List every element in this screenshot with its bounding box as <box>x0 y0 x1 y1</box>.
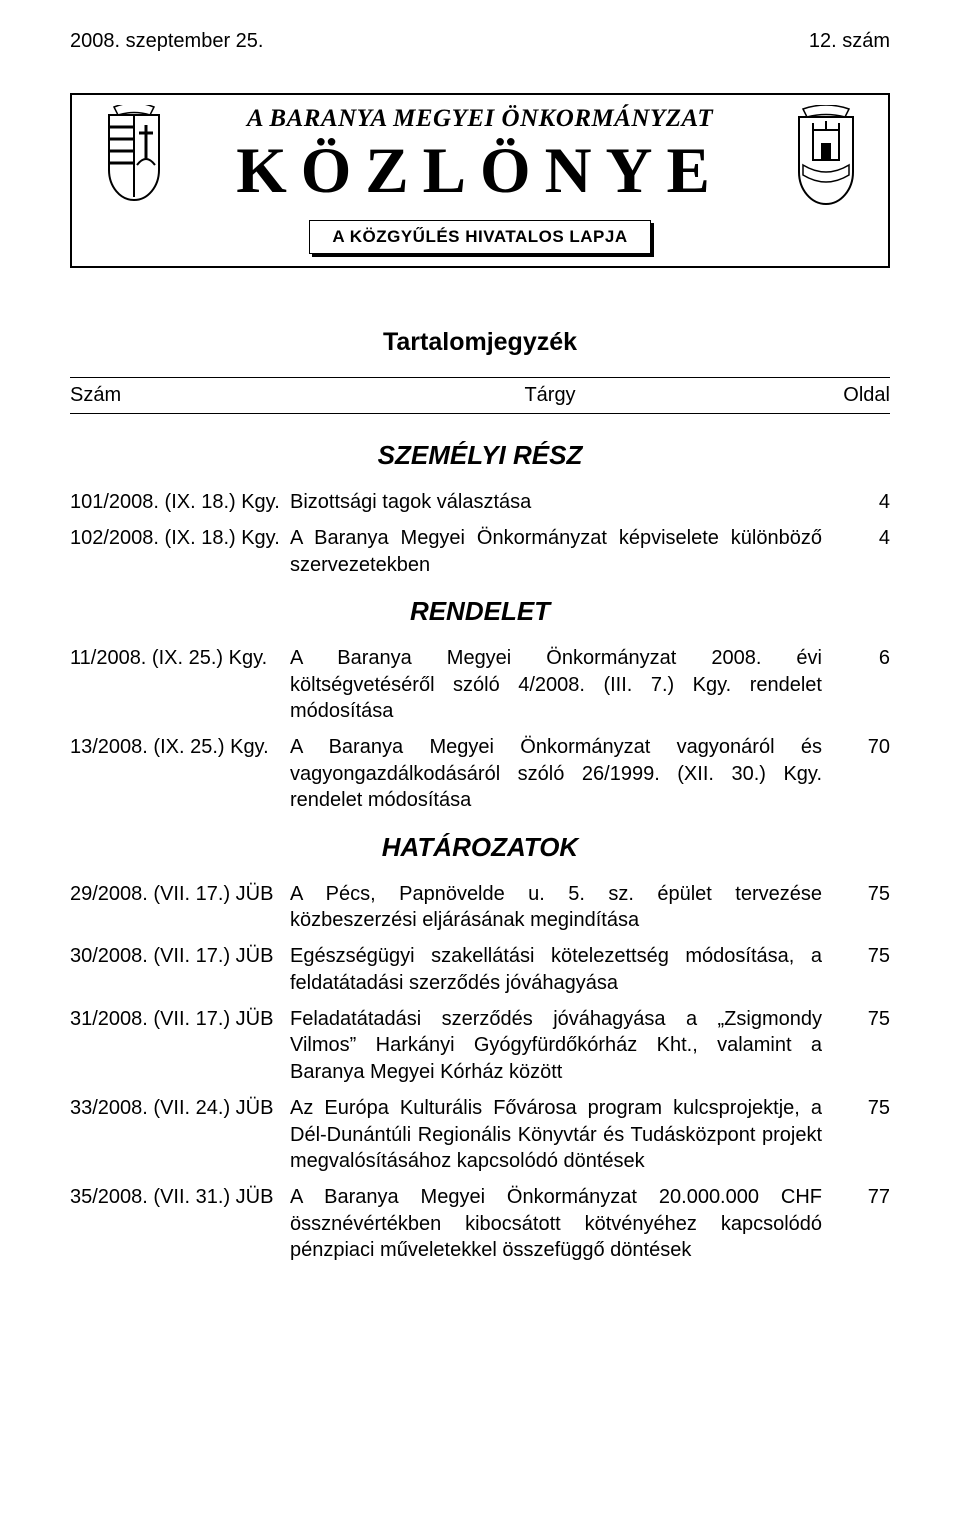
toc-row-oldal: 75 <box>840 943 890 996</box>
masthead-subtitle: A KÖZGYŰLÉS HIVATALOS LAPJA <box>309 220 650 254</box>
toc-column-headers: Szám Tárgy Oldal <box>70 377 890 414</box>
toc-sections: SZEMÉLYI RÉSZ 101/2008. (IX. 18.) Kgy.Biz… <box>70 440 890 1264</box>
toc-row-oldal: 6 <box>840 645 890 724</box>
toc-row-oldal: 75 <box>840 881 890 934</box>
toc-row-oldal: 75 <box>840 1095 890 1174</box>
col-head-targy: Tárgy <box>280 384 820 407</box>
toc-row-targy: Bizottsági tagok választása <box>290 489 840 515</box>
toc-row-szam: 35/2008. (VII. 31.) JÜB <box>70 1184 290 1263</box>
toc-row-targy: A Baranya Megyei Önkormányzat vagyonáról… <box>290 734 840 813</box>
toc-row-oldal: 4 <box>840 525 890 578</box>
toc-row-oldal: 70 <box>840 734 890 813</box>
toc-section-heading: HATÁROZATOK <box>70 832 890 863</box>
issue-number: 12. szám <box>809 30 890 53</box>
toc-section-heading: SZEMÉLYI RÉSZ <box>70 440 890 471</box>
toc-row: 102/2008. (IX. 18.) Kgy.A Baranya Megyei… <box>70 525 890 578</box>
toc-row-szam: 33/2008. (VII. 24.) JÜB <box>70 1095 290 1174</box>
col-head-oldal: Oldal <box>820 384 890 407</box>
masthead-title-line2: KÖZLÖNYE <box>188 139 772 204</box>
toc-row: 13/2008. (IX. 25.) Kgy.A Baranya Megyei … <box>70 734 890 813</box>
toc-row: 11/2008. (IX. 25.) Kgy.A Baranya Megyei … <box>70 645 890 724</box>
toc-row-szam: 11/2008. (IX. 25.) Kgy. <box>70 645 290 724</box>
issue-date: 2008. szeptember 25. <box>70 30 263 53</box>
masthead: A BARANYA MEGYEI ÖNKORMÁNYZAT KÖZLÖNYE A… <box>70 93 890 268</box>
toc-title: Tartalomjegyzék <box>70 328 890 357</box>
masthead-title-line1: A BARANYA MEGYEI ÖNKORMÁNYZAT <box>188 105 772 133</box>
toc-row-targy: Egészségügyi szakellátási kötelezettség … <box>290 943 840 996</box>
toc-row-szam: 30/2008. (VII. 17.) JÜB <box>70 943 290 996</box>
toc-row: 29/2008. (VII. 17.) JÜBA Pécs, Papnöveld… <box>70 881 890 934</box>
toc-row-szam: 31/2008. (VII. 17.) JÜB <box>70 1006 290 1085</box>
toc-row-szam: 101/2008. (IX. 18.) Kgy. <box>70 489 290 515</box>
toc-row-szam: 13/2008. (IX. 25.) Kgy. <box>70 734 290 813</box>
toc-row: 35/2008. (VII. 31.) JÜBA Baranya Megyei … <box>70 1184 890 1263</box>
toc-row: 33/2008. (VII. 24.) JÜBAz Európa Kulturá… <box>70 1095 890 1174</box>
toc-row-szam: 102/2008. (IX. 18.) Kgy. <box>70 525 290 578</box>
hungarian-crest-icon <box>99 105 169 215</box>
toc-row-targy: A Pécs, Papnövelde u. 5. sz. épület terv… <box>290 881 840 934</box>
crest-right <box>776 105 876 215</box>
toc-row-targy: A Baranya Megyei Önkormányzat 20.000.000… <box>290 1184 840 1263</box>
toc-row-targy: Az Európa Kulturális Fővárosa program ku… <box>290 1095 840 1174</box>
toc-row-targy: A Baranya Megyei Önkormányzat 2008. évi … <box>290 645 840 724</box>
toc-row-targy: A Baranya Megyei Önkormányzat képviselet… <box>290 525 840 578</box>
toc-row-targy: Feladatátadási szerződés jóváhagyása a „… <box>290 1006 840 1085</box>
toc-section-heading: RENDELET <box>70 596 890 627</box>
top-header-line: 2008. szeptember 25. 12. szám <box>70 30 890 53</box>
toc-row: 31/2008. (VII. 17.) JÜBFeladatátadási sz… <box>70 1006 890 1085</box>
toc-row-oldal: 75 <box>840 1006 890 1085</box>
col-head-szam: Szám <box>70 384 280 407</box>
toc-row: 101/2008. (IX. 18.) Kgy.Bizottsági tagok… <box>70 489 890 515</box>
toc-row-szam: 29/2008. (VII. 17.) JÜB <box>70 881 290 934</box>
toc-row-oldal: 77 <box>840 1184 890 1263</box>
toc-row: 30/2008. (VII. 17.) JÜBEgészségügyi szak… <box>70 943 890 996</box>
county-crest-icon <box>791 105 861 215</box>
crest-left <box>84 105 184 215</box>
toc-row-oldal: 4 <box>840 489 890 515</box>
